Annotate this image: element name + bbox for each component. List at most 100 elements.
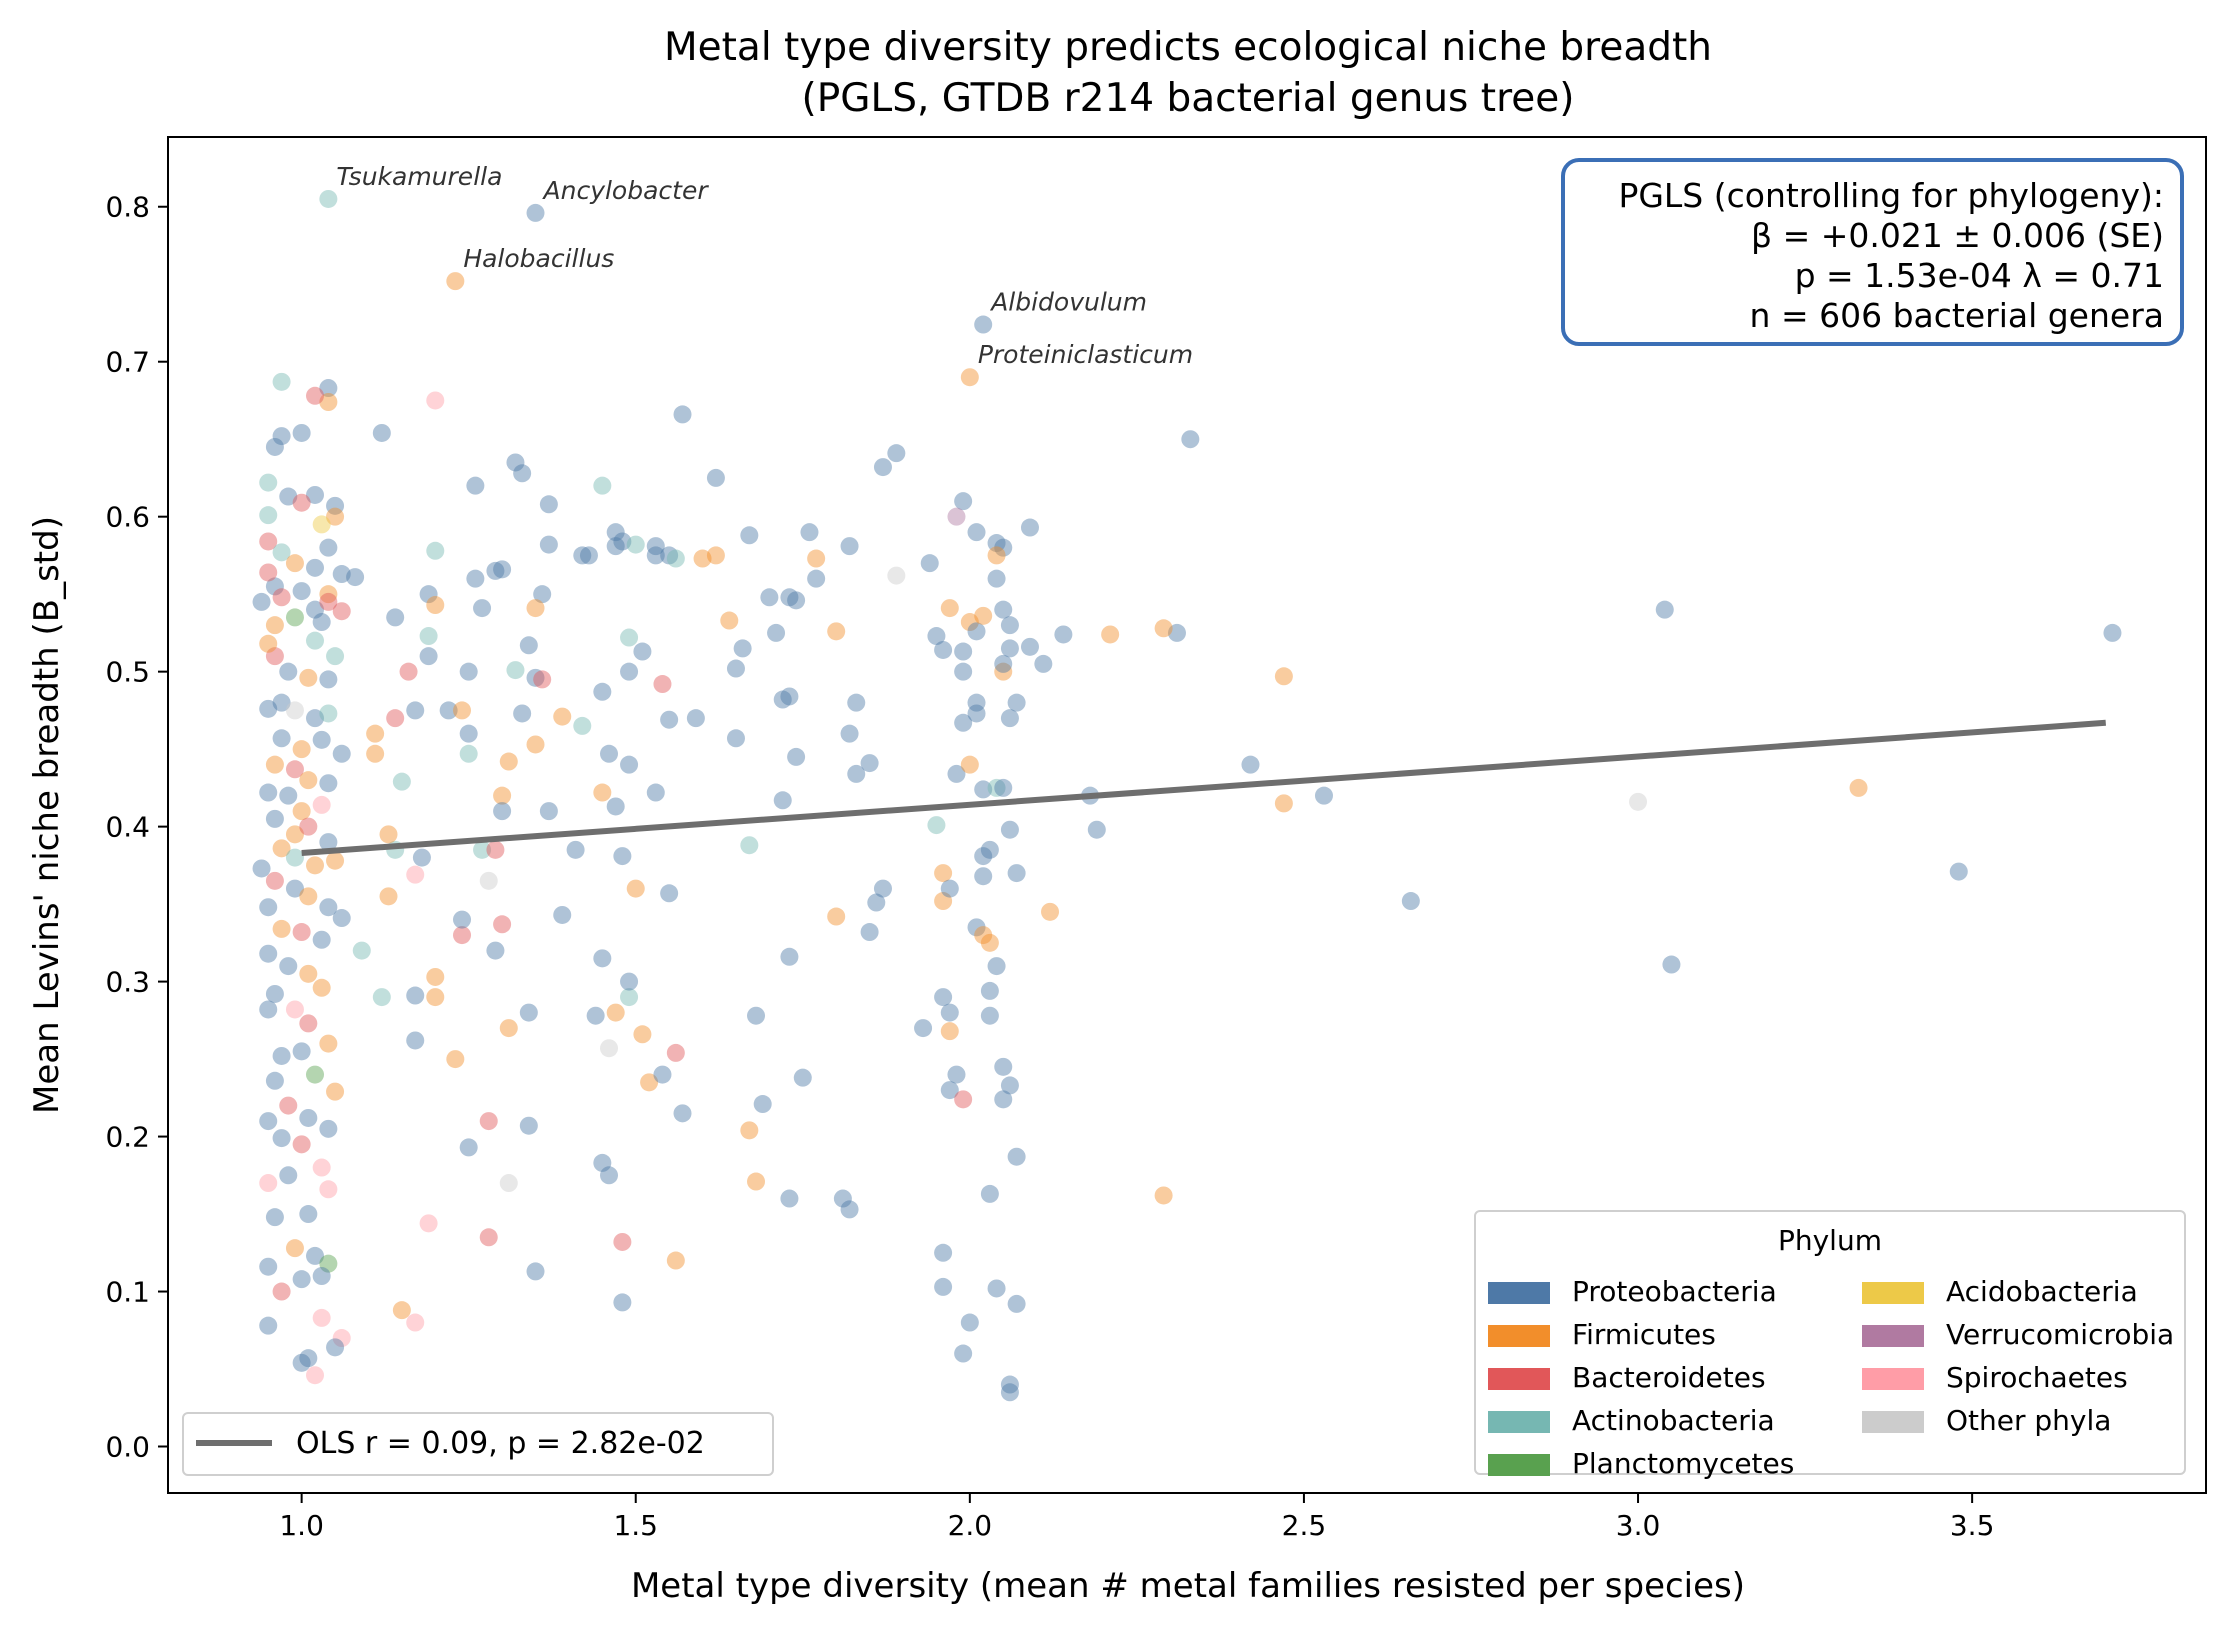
data-point — [372, 988, 391, 1007]
data-point — [887, 444, 906, 463]
data-point — [319, 592, 338, 611]
data-point — [633, 642, 652, 661]
data-point — [386, 608, 405, 627]
data-point — [954, 1090, 973, 1109]
y-tick-label: 0.2 — [105, 1121, 150, 1154]
data-point — [653, 675, 672, 694]
data-point — [493, 802, 512, 821]
data-point — [553, 905, 572, 924]
data-point — [620, 662, 639, 681]
data-point — [366, 744, 385, 763]
data-point — [539, 535, 558, 554]
data-point — [306, 1366, 325, 1385]
data-point — [620, 972, 639, 991]
data-point — [292, 923, 311, 942]
data-point — [1034, 654, 1053, 673]
data-point — [292, 423, 311, 442]
data-point — [613, 1293, 632, 1312]
data-point — [927, 627, 946, 646]
data-point — [760, 588, 779, 607]
y-tick-label: 0.4 — [105, 811, 150, 844]
data-point — [1662, 955, 1681, 974]
data-point — [506, 661, 525, 680]
legend-swatch — [1862, 1282, 1924, 1304]
plot-frame — [167, 136, 2207, 1494]
data-point — [326, 507, 345, 526]
data-point — [566, 840, 585, 859]
data-point — [720, 611, 739, 630]
stats-line-4: n = 606 bacterial genera — [1749, 296, 2164, 335]
y-tick-label: 0.8 — [105, 191, 150, 224]
data-point — [1849, 778, 1868, 797]
data-point — [573, 716, 592, 735]
data-point — [272, 588, 291, 607]
data-point — [272, 919, 291, 938]
data-point — [272, 1046, 291, 1065]
data-point — [446, 272, 465, 291]
data-point — [934, 892, 953, 911]
data-point — [593, 682, 612, 701]
data-point — [285, 1239, 304, 1258]
data-point — [453, 926, 472, 945]
data-point — [947, 764, 966, 783]
data-point — [646, 783, 665, 802]
data-point — [299, 817, 318, 836]
y-tick-label: 0.1 — [105, 1276, 150, 1309]
data-point — [265, 647, 284, 666]
data-point — [1274, 667, 1293, 686]
genus-annotation: Albidovulum — [989, 288, 1147, 317]
data-point — [1000, 639, 1019, 658]
data-point — [600, 1039, 619, 1058]
data-point — [1000, 1383, 1019, 1402]
data-point — [272, 839, 291, 858]
data-point — [954, 1344, 973, 1363]
legend-title: Phylum — [1777, 1224, 1882, 1257]
data-point — [960, 755, 979, 774]
data-point — [660, 884, 679, 903]
data-point — [379, 887, 398, 906]
data-point — [533, 670, 552, 689]
data-point — [285, 608, 304, 627]
data-point — [299, 1349, 318, 1368]
data-point — [987, 546, 1006, 565]
y-tick-label: 0.0 — [105, 1431, 150, 1464]
data-point — [419, 1214, 438, 1233]
data-point — [920, 554, 939, 573]
data-point — [319, 538, 338, 557]
data-point — [827, 622, 846, 641]
data-point — [265, 1071, 284, 1090]
data-point — [326, 851, 345, 870]
data-point — [486, 561, 505, 580]
data-point — [299, 1108, 318, 1127]
chart-title: Metal type diversity predicts ecological… — [664, 25, 1712, 70]
data-point — [299, 964, 318, 983]
data-point — [265, 809, 284, 828]
data-point — [319, 670, 338, 689]
data-point — [306, 558, 325, 577]
data-point — [466, 476, 485, 495]
data-point — [259, 1316, 278, 1335]
legend-label: Spirochaetes — [1946, 1361, 2128, 1394]
data-point — [312, 795, 331, 814]
data-point — [312, 613, 331, 632]
data-point — [960, 1313, 979, 1332]
data-point — [426, 988, 445, 1007]
data-point — [259, 634, 278, 653]
data-point — [493, 786, 512, 805]
data-point — [299, 887, 318, 906]
data-point — [1949, 862, 1968, 881]
data-point — [827, 907, 846, 926]
legend-item: Bacteroidetes — [1488, 1360, 1766, 1396]
data-point — [666, 1251, 685, 1270]
data-point — [666, 549, 685, 568]
data-point — [326, 1082, 345, 1101]
data-point — [272, 427, 291, 446]
data-point — [312, 1267, 331, 1286]
data-point — [600, 1166, 619, 1185]
data-point — [706, 546, 725, 565]
data-point — [259, 1174, 278, 1193]
data-point — [960, 613, 979, 632]
data-point — [366, 724, 385, 743]
data-point — [272, 729, 291, 748]
data-point — [259, 532, 278, 551]
